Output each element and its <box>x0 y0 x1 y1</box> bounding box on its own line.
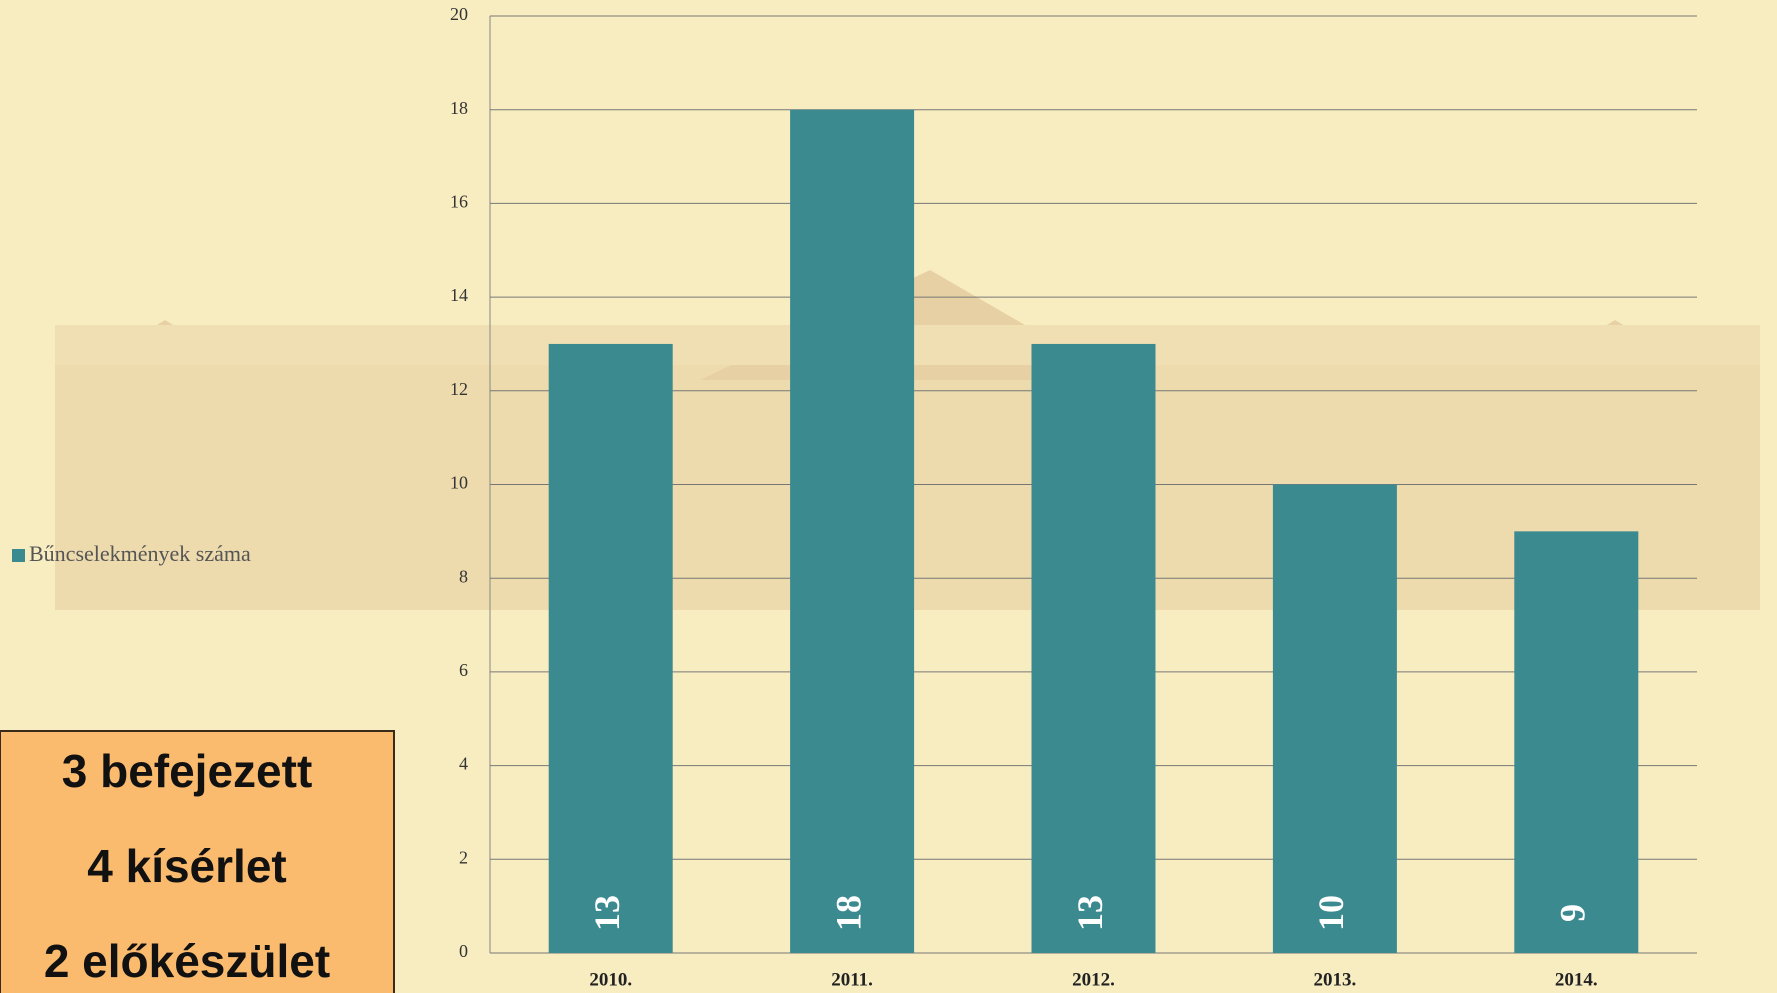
bar <box>790 109 915 953</box>
data-label: 13 <box>587 895 627 931</box>
y-tick-label: 2 <box>459 847 468 867</box>
data-label: 18 <box>828 895 868 931</box>
y-tick-label: 16 <box>450 192 468 212</box>
bar <box>548 343 673 953</box>
bar <box>1031 343 1156 953</box>
x-tick-label: 2013. <box>1314 969 1357 990</box>
y-tick-label: 4 <box>459 754 468 774</box>
note-text: 2 előkészület <box>44 935 330 987</box>
y-tick-label: 12 <box>450 379 468 399</box>
y-tick-label: 14 <box>450 285 468 305</box>
data-label: 9 <box>1553 904 1593 922</box>
x-tick-label: 2012. <box>1072 969 1115 990</box>
x-tick-label: 2014. <box>1555 969 1598 990</box>
legend-label: Bűncselekmények száma <box>29 541 251 566</box>
y-tick-label: 8 <box>459 566 468 586</box>
x-tick-label: 2011. <box>831 969 873 990</box>
y-tick-label: 6 <box>459 660 468 680</box>
x-tick-label: 2010. <box>589 969 632 990</box>
data-label: 13 <box>1070 895 1110 931</box>
y-tick-label: 20 <box>450 4 468 24</box>
note-box <box>0 730 395 993</box>
bar <box>1272 484 1397 953</box>
legend-swatch <box>12 549 25 562</box>
data-label: 10 <box>1311 895 1351 931</box>
note-text: 3 befejezett <box>62 745 313 797</box>
y-tick-label: 10 <box>450 473 468 493</box>
note-text: 4 kísérlet <box>87 840 286 892</box>
y-tick-label: 18 <box>450 98 468 118</box>
y-tick-label: 0 <box>459 941 468 961</box>
bar <box>1514 531 1639 953</box>
